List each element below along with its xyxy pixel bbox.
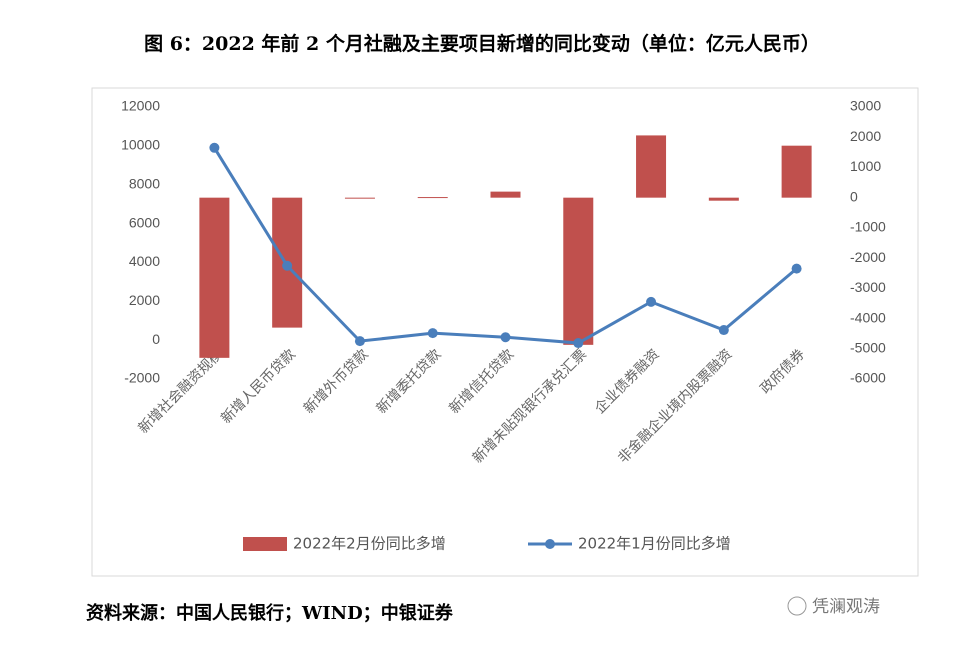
watermark-icon — [787, 596, 807, 616]
legend-label: 2022年2月份同比多增 — [293, 535, 446, 553]
line-point — [718, 325, 729, 336]
y-tick-label: 4000 — [129, 253, 160, 269]
y2-tick-label: -6000 — [850, 370, 886, 386]
y2-tick-label: 1000 — [850, 158, 881, 174]
line-point — [573, 338, 584, 349]
line-point — [646, 296, 657, 307]
line-point — [354, 336, 365, 347]
y2-tick-label: -2000 — [850, 249, 886, 265]
bar — [344, 197, 375, 199]
x-tick-label: 新增委托贷款 — [374, 346, 445, 417]
bar — [708, 197, 739, 201]
y2-tick-label: -5000 — [850, 339, 886, 355]
y2-tick-label: 3000 — [850, 98, 881, 114]
watermark: 凭澜观涛 — [812, 597, 880, 617]
y-tick-label: 8000 — [129, 175, 160, 191]
line-point — [282, 260, 293, 271]
bar — [417, 197, 448, 199]
bar — [636, 135, 667, 198]
y-tick-label: 10000 — [121, 137, 160, 153]
y-tick-label: 0 — [152, 331, 160, 347]
y2-tick-label: 2000 — [850, 128, 881, 144]
y2-tick-label: 0 — [850, 188, 858, 204]
bar — [490, 191, 521, 198]
bar — [199, 197, 230, 358]
y2-tick-label: -3000 — [850, 279, 886, 295]
line-point — [500, 332, 511, 343]
x-tick-label: 新增外币贷款 — [301, 346, 372, 417]
line-point — [791, 263, 802, 274]
y-tick-label: -2000 — [124, 370, 160, 386]
bar — [563, 197, 594, 345]
source: 资料来源：中国人民银行；WIND；中银证券 — [86, 602, 454, 624]
legend-swatch — [545, 539, 555, 549]
y2-tick-label: -4000 — [850, 309, 886, 325]
y2-tick-label: -1000 — [850, 219, 886, 235]
x-tick-label: 新增社会融资规模 — [136, 346, 227, 437]
legend-label: 2022年1月份同比多增 — [578, 535, 731, 553]
legend-swatch — [243, 537, 287, 551]
chart-title: 图 6：2022 年前 2 个月社融及主要项目新增的同比变动（单位：亿元人民币） — [144, 32, 820, 55]
y-tick-label: 2000 — [129, 292, 160, 308]
x-tick-label: 企业债券融资 — [591, 346, 662, 417]
x-tick-label: 新增人民币贷款 — [218, 346, 299, 427]
bar — [781, 145, 812, 198]
line-point — [209, 142, 220, 153]
plot-frame — [91, 87, 919, 577]
y-tick-label: 6000 — [129, 214, 160, 230]
x-tick-label: 政府债券 — [757, 346, 808, 397]
y-tick-label: 12000 — [121, 98, 160, 114]
line-point — [427, 328, 438, 339]
x-tick-label: 新增信托贷款 — [446, 346, 517, 417]
